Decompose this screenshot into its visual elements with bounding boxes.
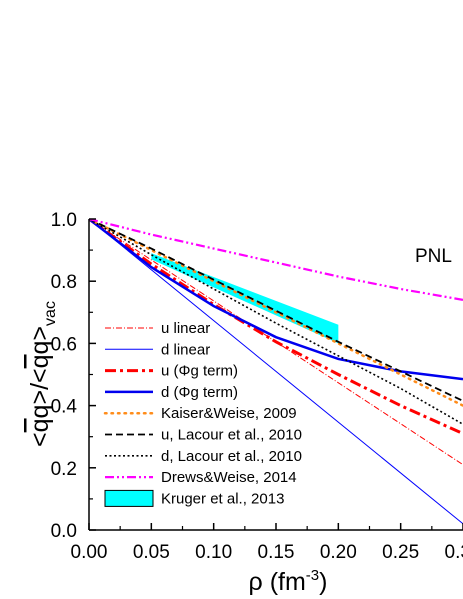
legend-label: u, Lacour et al., 2010 <box>161 427 302 444</box>
x-tick-label: 0.05 <box>133 542 170 563</box>
y-tick-label: 0.0 <box>51 521 77 542</box>
x-tick-label: 0.30 <box>445 542 463 563</box>
series-kaiser-weise-2009 <box>89 219 463 407</box>
svg-text:<qq>/<qq>vac: <qq>/<qq>vac <box>26 301 59 447</box>
y-tick-label: 0.2 <box>51 459 77 480</box>
legend-label: u linear <box>161 320 210 337</box>
y-tick-label: 0.8 <box>51 272 77 293</box>
legend-item-u-linear: u linear <box>105 320 210 337</box>
legend-label: Kaiser&Weise, 2009 <box>161 405 297 422</box>
series-layer <box>89 219 463 525</box>
legend-label: d, Lacour et al., 2010 <box>161 448 302 465</box>
x-tick-label: 0.25 <box>382 542 419 563</box>
x-tick-label: 0.10 <box>195 542 232 563</box>
series-d-linear <box>89 219 463 525</box>
legend-item-kruger-et-al-2013: Kruger et al., 2013 <box>104 489 284 507</box>
corner-label: PNL <box>415 246 452 267</box>
y-tick-label: 0.6 <box>51 334 77 355</box>
x-tick-label: 0.00 <box>71 542 108 563</box>
ylabel-qbar-1: q <box>26 418 54 432</box>
series-u-lacour-et-al-2010 <box>89 219 463 402</box>
legend-item-u-g-term: u (Φg term) <box>105 363 238 380</box>
y-axis-title: <qq>/<qq>vac <box>26 301 59 447</box>
ylabel-qbar-2: q <box>26 354 54 368</box>
legend-item-drews-weise-2014: Drews&Weise, 2014 <box>105 469 297 486</box>
x-tick-label: 0.20 <box>320 542 357 563</box>
legend-label: Drews&Weise, 2014 <box>161 469 297 486</box>
legend-label: Kruger et al., 2013 <box>161 490 284 507</box>
legend: u linear d linear u (Φg term) d (Φg term) Ka… <box>103 320 302 507</box>
y-tick-label: 0.4 <box>51 397 78 418</box>
y-tick-label: 1.0 <box>51 210 77 231</box>
x-tick-label: 0.15 <box>258 542 295 563</box>
x-axis-title: ρ (fm-3) <box>249 567 328 596</box>
series-d-lacour-et-al-2010 <box>89 219 463 425</box>
legend-label: d linear <box>161 341 210 358</box>
series-u-g-term <box>89 219 463 435</box>
legend-item-d-lacour-et-al-2010: d, Lacour et al., 2010 <box>105 448 302 465</box>
legend-swatch <box>104 489 154 507</box>
legend-label: d (Φg term) <box>161 384 238 401</box>
series-d-g-term <box>89 219 463 381</box>
legend-item-kaiser-weise-2009: Kaiser&Weise, 2009 <box>103 405 297 422</box>
tick-layer: 0.0 0.2 0.4 0.6 0.8 1.0 0.00 0.05 0.10 0.15 0.20 0.… <box>51 210 463 563</box>
legend-label: u (Φg term) <box>161 363 238 380</box>
legend-item-d-g-term: d (Φg term) <box>105 384 238 401</box>
legend-item-d-linear: d linear <box>105 341 210 358</box>
legend-item-u-lacour-et-al-2010: u, Lacour et al., 2010 <box>105 427 302 444</box>
